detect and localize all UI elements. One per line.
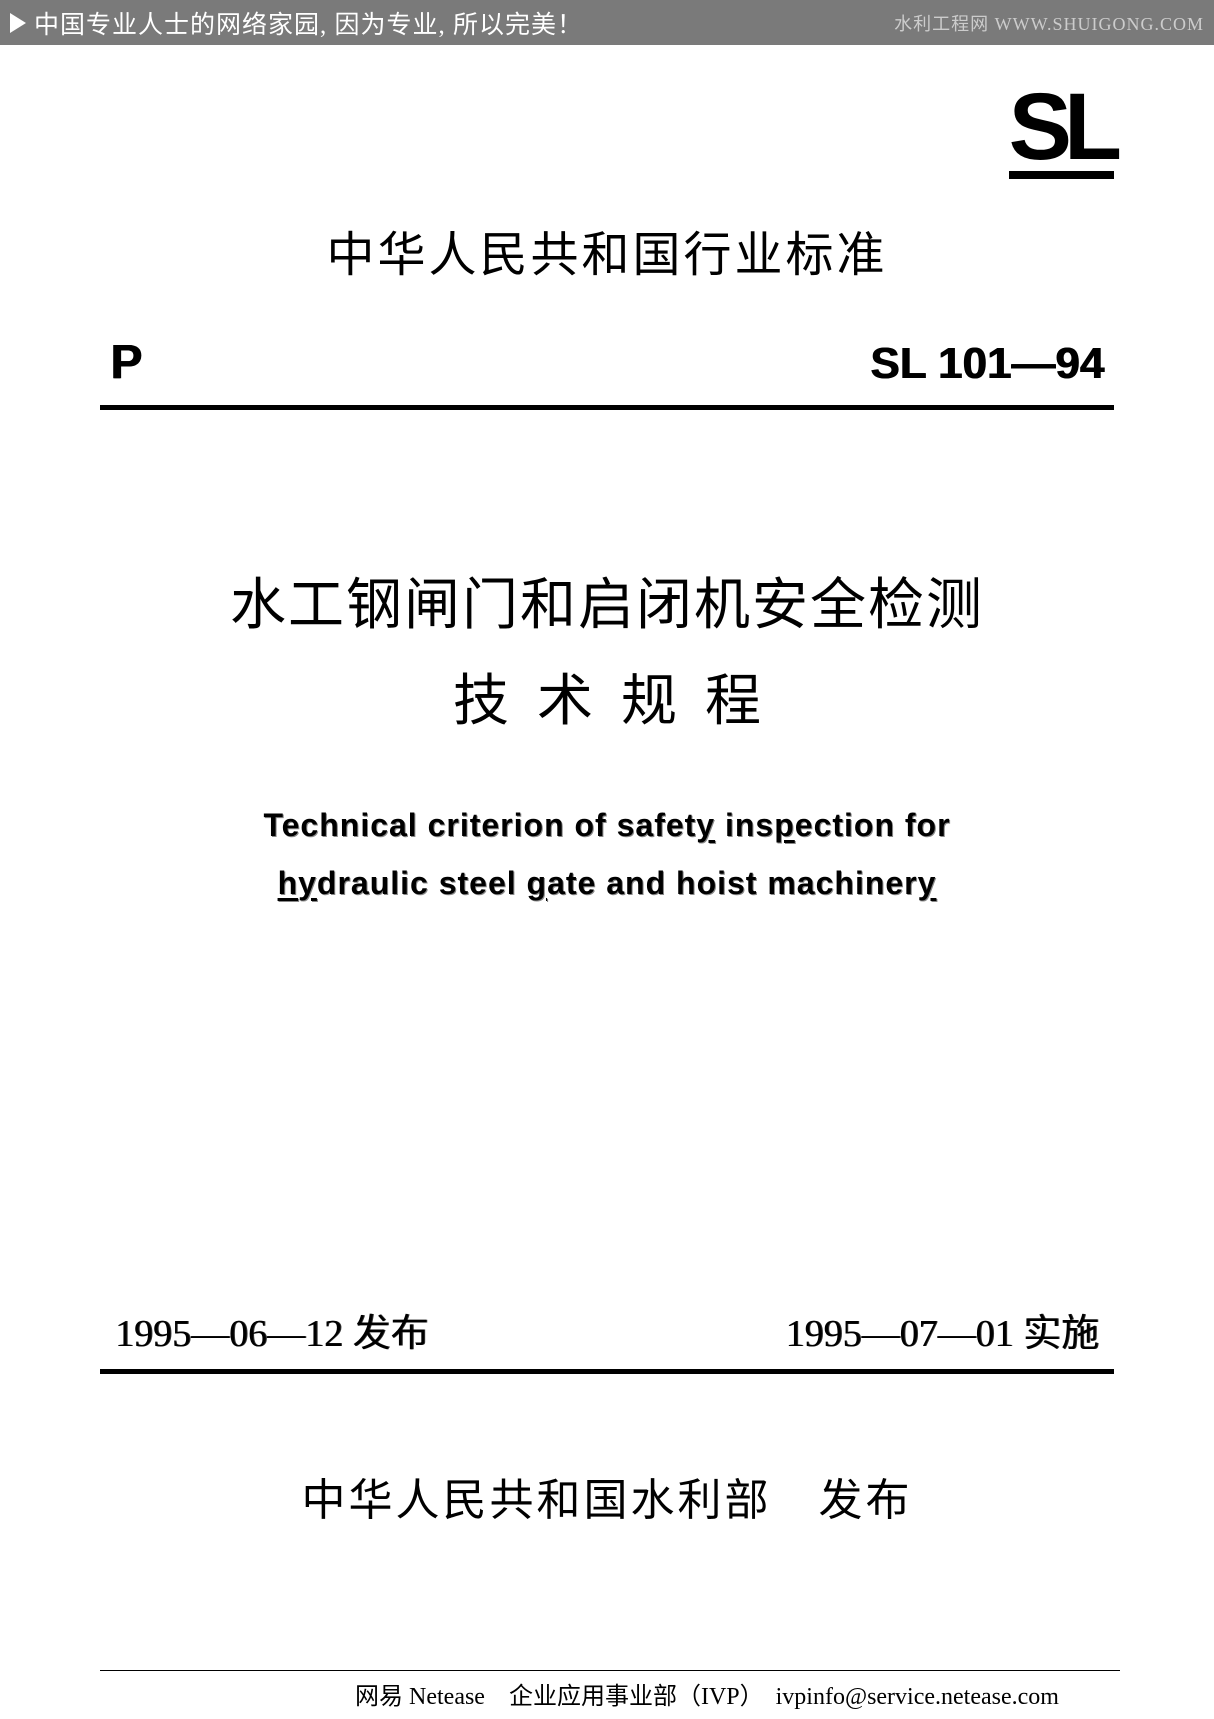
- divider-top: [100, 405, 1114, 410]
- publisher: 中华人民共和国水利部 发布: [100, 1464, 1114, 1528]
- main-title-line1: 水工钢闸门和启闭机安全检测: [100, 560, 1114, 641]
- english-title-line2: hydraulic steel gate and hoist machinery: [100, 855, 1114, 913]
- main-title-line2: 技术规程: [100, 656, 1114, 737]
- banner-slogan: 中国专业人士的网络家园, 因为专业, 所以完美！: [34, 5, 583, 41]
- main-title: 水工钢闸门和启闭机安全检测 技术规程: [100, 560, 1114, 737]
- implement-date: 1995—07—01 实施: [785, 1302, 1099, 1357]
- sl-logo: SL: [1009, 85, 1114, 179]
- dates-row: 1995—06—12 发布 1995—07—01 实施: [100, 1302, 1114, 1369]
- standard-code-row: P SL 101—94: [100, 335, 1114, 390]
- divider-bottom: [100, 1369, 1114, 1374]
- banner-site-url: 水利工程网 WWW.SHUIGONG.COM: [894, 10, 1204, 36]
- english-title: Technical criterion of safety inspection…: [100, 797, 1114, 912]
- footer-divider: [100, 1670, 1120, 1671]
- publish-date: 1995—06—12 发布: [115, 1302, 429, 1357]
- page-content: SL 中华人民共和国行业标准 P SL 101—94 水工钢闸门和启闭机安全检测…: [0, 45, 1214, 1528]
- top-banner: 中国专业人士的网络家园, 因为专业, 所以完美！ 水利工程网 WWW.SHUIG…: [0, 0, 1214, 45]
- footer-text: 网易 Netease 企业应用事业部（IVP） ivpinfo@service.…: [0, 1676, 1214, 1711]
- banner-left: 中国专业人士的网络家园, 因为专业, 所以完美！: [10, 5, 583, 41]
- code-category: P: [110, 335, 142, 390]
- english-title-line1: Technical criterion of safety inspection…: [100, 797, 1114, 855]
- standard-header-title: 中华人民共和国行业标准: [100, 215, 1114, 285]
- play-icon: [10, 13, 26, 33]
- code-number: SL 101—94: [870, 339, 1104, 389]
